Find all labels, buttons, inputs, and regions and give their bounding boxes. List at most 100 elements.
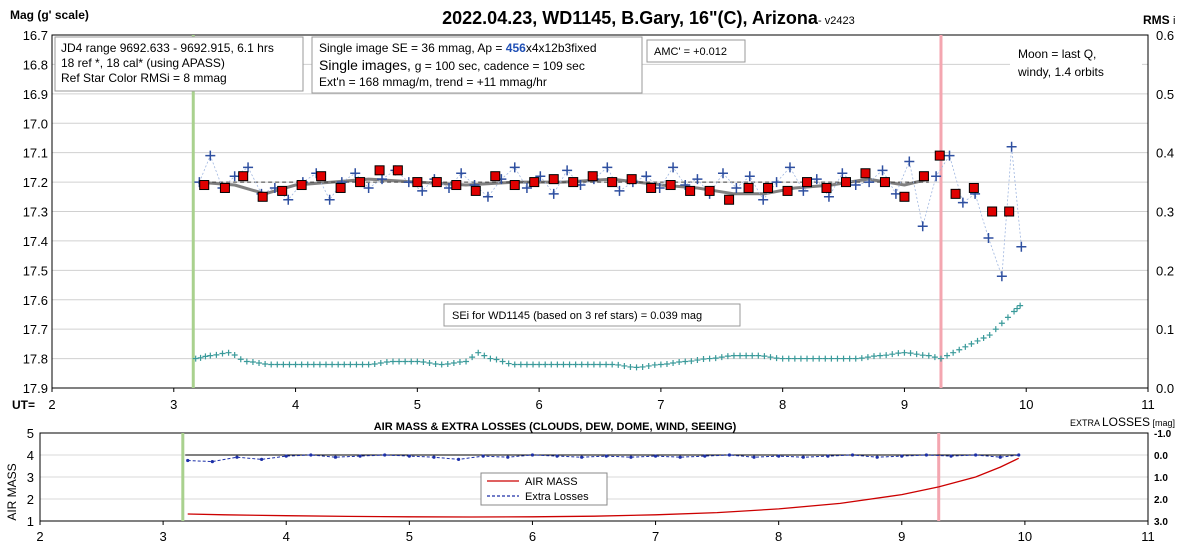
- extra-losses-point: [186, 458, 190, 463]
- rms-point: [627, 363, 634, 370]
- bottom-y2-axis-label: EXTRA LOSSES [mag]: [1070, 415, 1175, 429]
- average-point: [316, 171, 327, 182]
- top-x-tick-label: 11: [1141, 397, 1155, 412]
- rms-point: [682, 358, 689, 365]
- average-point: [802, 177, 813, 188]
- average-point: [840, 177, 851, 188]
- rms-point: [377, 359, 384, 366]
- top-x-ticks: 2 3 4 5 6 7 8 9 10 11: [48, 388, 1155, 412]
- data-point: [377, 174, 388, 185]
- bottom-y-tick-label: 2: [27, 492, 34, 507]
- rms-point: [256, 359, 263, 366]
- top-y-tick-label: 17.4: [23, 234, 48, 249]
- rms-point: [931, 354, 938, 361]
- data-point: [1016, 241, 1027, 252]
- rms-point: [937, 355, 944, 362]
- rms-point: [883, 352, 890, 359]
- top-x-tick-label: 3: [170, 397, 177, 412]
- rms-point: [1004, 314, 1011, 321]
- extra-losses-point: [826, 454, 830, 458]
- data-point: [983, 232, 994, 243]
- top-y2-tick-label: 0.6: [1156, 28, 1174, 43]
- rms-point: [944, 352, 951, 359]
- data-point: [417, 185, 428, 196]
- data-point: [877, 165, 888, 176]
- rms-point: [804, 355, 811, 362]
- average-point: [968, 182, 979, 193]
- rms-point: [913, 351, 920, 358]
- svg-text:Moon = last Q,: Moon = last Q,: [1018, 47, 1096, 61]
- extra-losses-point: [1017, 453, 1021, 457]
- data-point: [641, 171, 652, 182]
- top-y-tick-label: 17.7: [23, 322, 48, 337]
- average-point: [860, 168, 871, 179]
- top-y2-tick-label: 0.5: [1156, 87, 1174, 102]
- rms-point: [274, 361, 281, 368]
- top-y-tick-label: 17.8: [23, 352, 48, 367]
- extra-losses-point: [629, 455, 633, 459]
- svg-text:Single image SE = 36 mmag, Ap: Single image SE = 36 mmag, Ap = 456x4x12…: [319, 41, 597, 55]
- top-y-ticks: 16.7 16.8 16.9 17.0 17.1 17.2 17.3 17.4 17.5 17.6…: [23, 28, 48, 396]
- data-point: [456, 168, 467, 179]
- rms-point: [426, 359, 433, 366]
- average-point: [431, 177, 442, 188]
- average-point: [238, 171, 249, 182]
- bottom-legend: AIR MASS Extra Losses: [480, 472, 608, 506]
- top-y2-tick-label: 0.4: [1156, 146, 1174, 161]
- rms-point: [530, 361, 537, 368]
- rms-point: [219, 350, 226, 357]
- extra-losses-line: [187, 454, 1019, 463]
- rms-point: [572, 361, 579, 368]
- average-point: [646, 182, 657, 193]
- rms-point: [755, 352, 762, 359]
- top-y-tick-label: 17.1: [23, 146, 48, 161]
- rms-point: [1014, 305, 1021, 312]
- rms-point: [249, 358, 256, 365]
- average-point: [529, 177, 540, 188]
- rms-point: [432, 361, 439, 368]
- bottom-y-tick-label: 3: [27, 470, 34, 485]
- data-point: [798, 185, 809, 196]
- x-axis-label: UT=: [12, 398, 35, 412]
- rms-point: [347, 361, 354, 368]
- bottom-y-tick-label: 5: [27, 426, 34, 441]
- data-point: [482, 191, 493, 202]
- top-y-tick-label: 17.9: [23, 381, 48, 396]
- rms-point: [730, 352, 737, 359]
- rms-point: [974, 337, 981, 344]
- top-x-tick-label: 7: [657, 397, 664, 412]
- rms-point: [383, 358, 390, 365]
- extra-losses-point: [235, 455, 239, 459]
- average-point: [257, 191, 268, 202]
- bottom-y2-tick-label: 0.0: [1154, 451, 1168, 462]
- avg-layer: [199, 150, 1015, 217]
- rms-point: [243, 358, 250, 365]
- y2-axis-label-suffix: i: [1173, 15, 1175, 27]
- average-point: [763, 182, 774, 193]
- data-point: [654, 182, 665, 193]
- data-point: [602, 162, 613, 173]
- rms-point: [700, 356, 707, 363]
- data-point: [205, 150, 216, 161]
- data-point: [403, 177, 414, 188]
- extra-losses-point: [309, 453, 313, 457]
- rms-point: [621, 362, 628, 369]
- top-y-tick-label: 17.6: [23, 293, 48, 308]
- data-point: [957, 197, 968, 208]
- rms-point: [310, 361, 317, 368]
- extra-losses-point: [407, 454, 411, 458]
- average-point: [296, 180, 307, 191]
- extra-losses-point: [703, 454, 707, 458]
- top-y2-tick-label: 0.3: [1156, 205, 1174, 220]
- rms-point: [304, 361, 311, 368]
- info-box-jd: JD4 range 9692.633 - 9692.915, 6.1 hrs 1…: [54, 36, 304, 92]
- data-point: [243, 162, 254, 173]
- rms-point: [724, 353, 731, 360]
- chart-title: 2022.04.23, WD1145, B.Gary, 16"(C), Ariz…: [442, 8, 819, 28]
- data-point: [1006, 141, 1017, 152]
- rms-point: [1017, 302, 1024, 309]
- rms-point: [956, 346, 963, 353]
- rms-point: [992, 326, 999, 333]
- legend-air-mass: AIR MASS: [525, 476, 578, 488]
